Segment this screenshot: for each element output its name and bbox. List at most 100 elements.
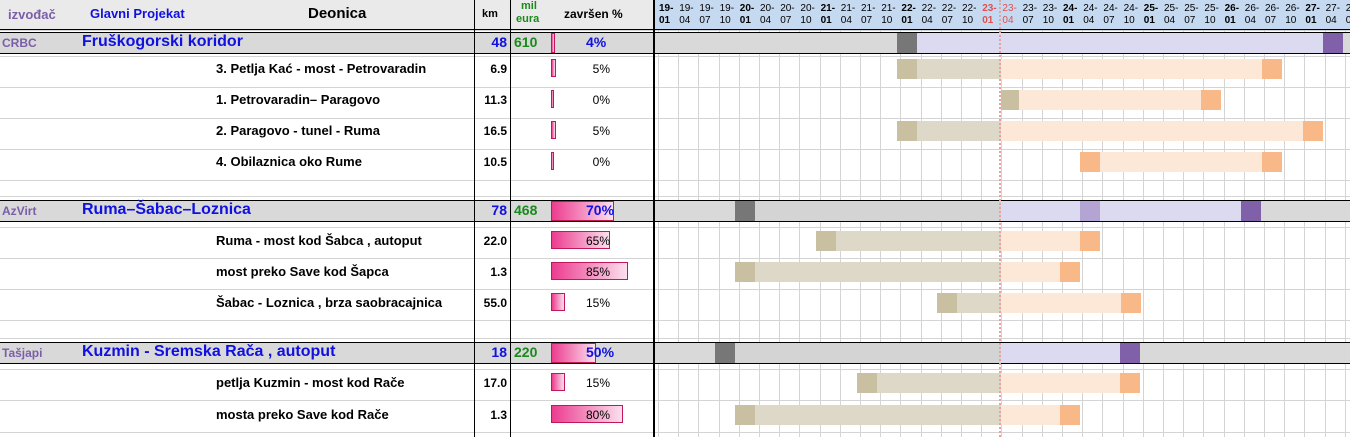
section-percent: 15%: [585, 376, 610, 390]
grid-column-line: [779, 30, 781, 437]
header-project: Glavni Projekat: [90, 6, 185, 21]
gantt-bar: [1241, 201, 1261, 221]
timeline-year-label: 26-: [1285, 3, 1300, 14]
section-percent: 0%: [592, 93, 610, 107]
timeline-month-label: 10: [881, 15, 893, 26]
gantt-bar: [1201, 90, 1221, 110]
timeline-month-label: 07: [1265, 15, 1277, 26]
section-progress-bar: [551, 373, 565, 391]
timeline-year-label: 2: [1345, 3, 1350, 14]
timeline-year-label: 21-: [840, 3, 856, 14]
timeline-year-label: 27-: [1325, 3, 1341, 14]
gantt-bar: [735, 343, 1001, 363]
gantt-bar: [1100, 201, 1241, 221]
timeline-year-label: 24-: [1103, 3, 1118, 14]
gantt-bar: [735, 405, 755, 425]
grid-column-line: [1223, 30, 1225, 437]
contractor-label: AzVirt: [2, 204, 37, 218]
gantt-bar: [1001, 373, 1120, 393]
timeline-year-label: 23-: [1042, 3, 1058, 14]
timeline-month-label: 01: [820, 15, 832, 26]
timeline-year-label: 19-: [679, 3, 694, 14]
timeline-year-label: 19-: [659, 3, 674, 14]
timeline-month-label: 07: [1022, 15, 1034, 26]
timeline-year-label: 21-: [861, 3, 876, 14]
timeline-year-label: 26-: [1244, 3, 1260, 14]
gantt-bar: [1080, 201, 1100, 221]
grid-column-line: [678, 30, 680, 437]
grid-column-line: [1304, 30, 1306, 437]
timeline-year-label: 20-: [760, 3, 775, 14]
gantt-bar: [897, 121, 917, 141]
section-name: 2. Paragovo - tunel - Ruma: [216, 123, 380, 138]
gantt-bar: [957, 293, 1001, 313]
project-progress-bar: [551, 33, 555, 53]
section-km: 55.0: [483, 296, 507, 310]
project-name: Ruma–Šabac–Loznica: [82, 201, 251, 218]
gantt-bar: [816, 231, 836, 251]
grid-row-line: [0, 338, 1350, 339]
gantt-bar: [1001, 405, 1060, 425]
gantt-bar: [1001, 201, 1080, 221]
grid-row-line: [0, 320, 1350, 321]
section-name: Šabac - Loznica , brza saobracajnica: [216, 295, 443, 310]
timeline-year-label: 23-: [982, 3, 997, 14]
gantt-bar: [1080, 231, 1100, 251]
timeline-month-label: 04: [760, 15, 772, 26]
grid-column-line: [1284, 30, 1286, 437]
gantt-bar: [897, 33, 917, 53]
timeline-month-label: 01: [1224, 15, 1236, 26]
timeline-year-label: 26-: [1224, 3, 1240, 14]
grid-column-line: [1142, 30, 1144, 437]
grid-row-line: [0, 30, 1350, 31]
timeline-year-label: 20-: [739, 3, 755, 14]
project-km: 48: [491, 34, 507, 50]
gantt-bar: [877, 373, 1001, 393]
section-km: 22.0: [483, 234, 507, 248]
timeline-year-label: 25-: [1184, 3, 1199, 14]
contractor-label: CRBC: [2, 36, 37, 50]
gantt-bar: [1001, 59, 1262, 79]
section-name: 1. Petrovaradin– Paragovo: [216, 92, 381, 107]
grid-row-line: [0, 289, 1350, 290]
section-name: petlja Kuzmin - most kod Rače: [216, 375, 405, 390]
gantt-bar: [937, 293, 957, 313]
col-divider-chart: [653, 0, 655, 437]
project-km: 18: [491, 344, 507, 360]
project-money: 468: [514, 202, 538, 218]
timeline-month-label: 04: [1164, 15, 1176, 26]
header-row: [0, 0, 655, 30]
section-km: 1.3: [490, 408, 507, 422]
gantt-bar: [917, 33, 1323, 53]
timeline-month-label: 04: [1083, 15, 1095, 26]
gantt-bar: [1100, 152, 1262, 172]
timeline-month-label: 07: [941, 15, 953, 26]
timeline-month-label: 10: [1123, 15, 1135, 26]
section-progress-bar: [551, 59, 556, 77]
timeline-month-label: 01: [659, 15, 671, 26]
section-percent: 5%: [592, 62, 610, 76]
timeline-month-label: 01: [739, 15, 751, 26]
timeline-month-label: 0: [1345, 15, 1350, 26]
gantt-bar: [857, 373, 877, 393]
col-divider-km: [474, 0, 475, 437]
section-percent: 85%: [585, 265, 610, 279]
header-money-1: mil: [521, 0, 537, 12]
timeline-month-label: 01: [982, 15, 994, 26]
section-percent: 80%: [585, 408, 610, 422]
grid-column-line: [1122, 30, 1124, 437]
timeline-year-label: 25-: [1204, 3, 1219, 14]
timeline-month-label: 04: [840, 15, 852, 26]
grid-column-line: [1203, 30, 1205, 437]
timeline-month-label: 07: [780, 15, 792, 26]
section-km: 1.3: [490, 265, 507, 279]
header-section: Deonica: [308, 5, 367, 22]
section-percent: 0%: [592, 155, 610, 169]
gantt-bar: [1120, 373, 1140, 393]
grid-column-line: [759, 30, 760, 437]
timeline-month-label: 10: [719, 15, 731, 26]
project-name: Kuzmin - Sremska Rača , autoput: [82, 343, 336, 360]
section-km: 10.5: [483, 155, 507, 169]
gantt-bar: [1001, 262, 1060, 282]
gantt-bar: [1120, 343, 1140, 363]
